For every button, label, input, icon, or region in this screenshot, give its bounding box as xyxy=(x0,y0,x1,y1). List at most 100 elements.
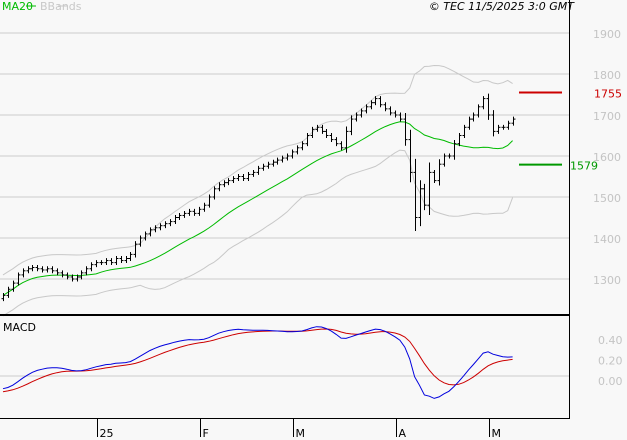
ohlc-bar xyxy=(442,153,447,167)
ohlc-bar xyxy=(310,126,315,138)
ohlc-bar xyxy=(99,260,104,266)
ohlc-bar xyxy=(295,145,300,155)
ohlc-bar xyxy=(305,133,310,147)
ohlc-bar xyxy=(251,169,256,177)
ohlc-bar xyxy=(462,124,467,138)
ohlc-bar xyxy=(50,266,55,274)
ohlc-bar xyxy=(173,215,178,225)
ohlc-bar xyxy=(35,265,40,272)
ohlc-bar xyxy=(403,112,408,146)
ohlc-bar xyxy=(177,212,182,220)
legend-ma20: MA20 xyxy=(2,0,33,13)
ma20-line xyxy=(2,121,513,296)
ohlc-bar xyxy=(290,149,295,159)
ohlc-bar xyxy=(187,208,192,216)
ohlc-bar xyxy=(197,206,202,216)
ohlc-bar xyxy=(94,260,99,268)
ohlc-bar xyxy=(192,208,197,216)
ohlc-bar xyxy=(418,180,423,227)
ohlc-bar xyxy=(476,104,481,118)
macd-tick-label: 0.00 xyxy=(598,375,623,388)
ohlc-bar xyxy=(359,108,364,118)
ohlc-bar xyxy=(339,141,344,151)
ohlc-bar xyxy=(16,272,21,286)
ohlc-bar xyxy=(324,128,329,138)
price-tick-label: 1600 xyxy=(593,151,621,164)
ohlc-bar xyxy=(158,223,163,231)
price-tick-label: 1800 xyxy=(593,69,621,82)
price-tick-label: 1300 xyxy=(593,274,621,287)
price-tick-label: 1900 xyxy=(593,28,621,41)
x-tick-label: 25 xyxy=(100,427,114,440)
ohlc-bar xyxy=(138,235,143,247)
ohlc-bar xyxy=(315,124,320,132)
ohlc-bar xyxy=(45,266,50,273)
ohlc-bar xyxy=(124,256,129,264)
ohlc-bar xyxy=(349,115,354,136)
ohlc-bar xyxy=(452,140,457,160)
ohlc-bar xyxy=(432,169,437,184)
ohlc-bar xyxy=(246,171,251,182)
ohlc-bar xyxy=(393,110,398,118)
ohlc-bar xyxy=(511,116,516,126)
ohlc-bar xyxy=(285,153,290,161)
ohlc-bar xyxy=(202,202,207,212)
ohlc-bar xyxy=(506,120,511,130)
macd-label: MACD xyxy=(3,321,36,334)
ohlc-bar xyxy=(256,165,261,175)
ohlc-bar xyxy=(271,159,276,167)
ohlc-bar xyxy=(378,96,383,108)
ohlc-bar xyxy=(447,153,452,159)
ohlc-bar xyxy=(329,133,334,143)
ohlc-bar xyxy=(369,100,374,110)
ohlc-bar xyxy=(320,124,325,134)
ohlc-bar xyxy=(70,274,75,282)
level-label-support: 1579 xyxy=(570,160,598,173)
ohlc-bar xyxy=(491,110,496,137)
price-tick-label: 1500 xyxy=(593,192,621,205)
ohlc-bar xyxy=(207,194,212,208)
ohlc-bar xyxy=(212,186,217,200)
ohlc-bar xyxy=(26,266,31,274)
ohlc-bar xyxy=(427,162,432,216)
ohlc-bar xyxy=(143,231,148,241)
ohlc-bar xyxy=(65,272,70,280)
ohlc-bar xyxy=(467,116,472,130)
macd-signal-line xyxy=(2,328,513,393)
ohlc-bar xyxy=(236,174,241,182)
ohlc-bar xyxy=(280,155,285,163)
ohlc-bar xyxy=(496,124,501,134)
ohlc-bar xyxy=(408,129,413,183)
ohlc-bar xyxy=(153,225,158,233)
price-tick-label: 1400 xyxy=(593,233,621,246)
bband-upper-line xyxy=(2,64,513,276)
ohlc-bar xyxy=(30,265,35,272)
ohlc-bar xyxy=(501,124,506,130)
ohlc-bar xyxy=(261,163,266,171)
bband-lower-line xyxy=(2,149,514,317)
x-tick-label: A xyxy=(399,427,407,440)
macd-line xyxy=(2,326,513,399)
ohlc-bar xyxy=(383,102,388,112)
ohlc-bar xyxy=(217,182,222,192)
panel-separator xyxy=(0,314,570,316)
ohlc-bar xyxy=(471,112,476,122)
ohlc-bar xyxy=(231,176,236,184)
ohlc-bar xyxy=(373,96,378,106)
ohlc-bar xyxy=(486,93,491,120)
copyright-timestamp: © TEC 11/5/2025 3:0 GMT xyxy=(429,0,575,13)
ohlc-bar xyxy=(21,268,26,278)
ohlc-bar xyxy=(84,266,89,276)
ohlc-bar xyxy=(300,141,305,151)
level-label-resistance: 1755 xyxy=(594,87,622,100)
ohlc-bar xyxy=(109,258,114,266)
ohlc-bar xyxy=(457,133,462,147)
ohlc-bar xyxy=(241,174,246,182)
ohlc-bar xyxy=(55,268,60,276)
ohlc-bar xyxy=(148,227,153,237)
ohlc-bar xyxy=(89,262,94,272)
ohlc-bar xyxy=(168,219,173,227)
ohlc-bar xyxy=(388,106,393,116)
ohlc-bar xyxy=(398,112,403,122)
